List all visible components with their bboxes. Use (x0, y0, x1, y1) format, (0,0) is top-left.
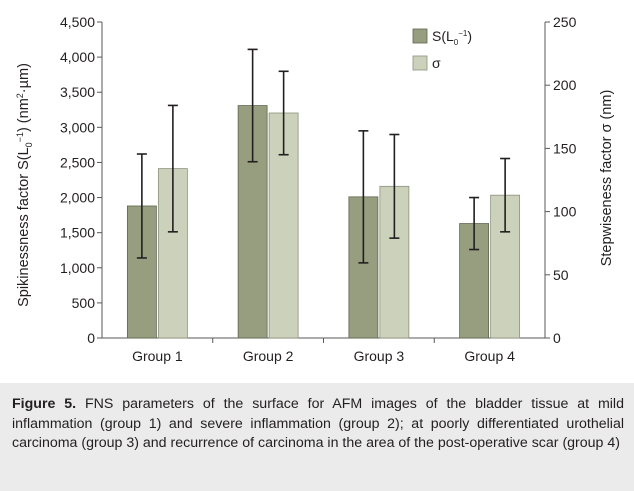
x-tick-label: Group 4 (464, 348, 515, 364)
left-tick-label: 3,500 (60, 84, 95, 100)
bars (126, 105, 521, 339)
legend-swatch-sigma (412, 55, 428, 71)
right-tick-label: 200 (553, 77, 577, 93)
left-tick-label: 4,000 (60, 49, 95, 65)
right-tick-label: 150 (553, 140, 577, 156)
error-bars (136, 48, 511, 264)
x-tick-label: Group 1 (132, 348, 183, 364)
left-tick-label: 1,000 (60, 260, 95, 276)
figure-caption: Figure 5. FNS parameters of the surface … (12, 395, 624, 454)
left-tick-label: 500 (72, 295, 96, 311)
legend: S(L0−1) σ (412, 28, 472, 71)
tick-labels: 05001,0001,5002,0002,5003,0003,5004,0004… (60, 14, 577, 364)
x-tick-label: Group 3 (354, 348, 405, 364)
left-tick-label: 2,500 (60, 154, 95, 170)
left-axis-title: Spikinessness factor S(L0−1) (nm2·µm) (15, 63, 34, 307)
legend-label-sigma: σ (432, 55, 441, 71)
right-tick-label: 250 (553, 14, 577, 30)
caption-box: Figure 5. FNS parameters of the surface … (0, 383, 634, 491)
right-tick-label: 0 (553, 330, 561, 346)
caption-label: Figure 5. (12, 396, 77, 412)
x-tick-label: Group 2 (243, 348, 294, 364)
right-tick-label: 100 (553, 204, 577, 220)
left-tick-label: 3,000 (60, 119, 95, 135)
legend-swatch-s (412, 28, 428, 44)
left-tick-label: 2,000 (60, 190, 95, 206)
left-tick-label: 4,500 (60, 14, 95, 30)
caption-text: FNS parameters of the surface for AFM im… (12, 396, 624, 452)
legend-label-s: S(L0−1) (432, 28, 472, 47)
left-tick-label: 0 (87, 330, 95, 346)
bar-chart: 05001,0001,5002,0002,5003,0003,5004,0004… (15, 14, 615, 364)
left-tick-label: 1,500 (60, 225, 95, 241)
right-axis-title: Stepwiseness factor σ (nm) (599, 90, 615, 267)
right-tick-label: 50 (553, 267, 569, 283)
